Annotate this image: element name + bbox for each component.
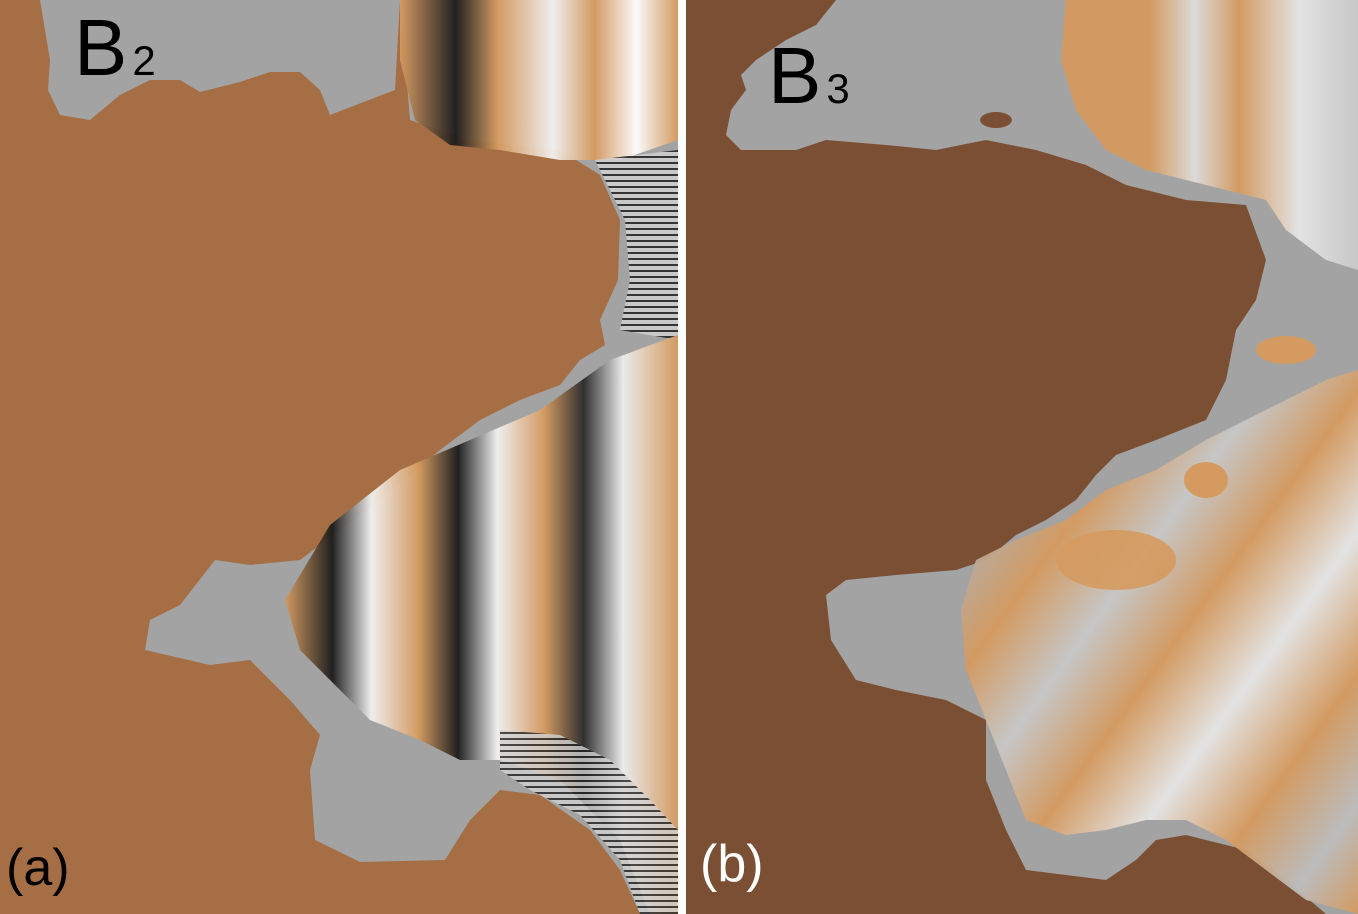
panel-b-tag: (b) bbox=[700, 835, 764, 893]
water-top-block bbox=[846, 0, 1066, 120]
land-patch-2 bbox=[1256, 336, 1316, 364]
map-b-canvas bbox=[686, 0, 1358, 914]
map-a-canvas bbox=[0, 0, 678, 914]
wave-field-lower-edge bbox=[500, 730, 678, 914]
wave-field-channel bbox=[595, 150, 678, 340]
water-top-left bbox=[40, 0, 400, 120]
wave-field-top bbox=[400, 0, 678, 160]
map-panel-b: B3 (b) bbox=[686, 0, 1358, 914]
land-patch-3 bbox=[1056, 530, 1176, 590]
panel-a-bathymetry-label: B2 bbox=[74, 8, 157, 88]
panel-a-tag: (a) bbox=[6, 839, 70, 897]
label-main: B bbox=[74, 3, 129, 92]
label-subscript: 3 bbox=[826, 65, 851, 112]
wave-field-bottom bbox=[961, 370, 1358, 914]
panel-b-bathymetry-label: B3 bbox=[768, 36, 851, 116]
map-panel-a: B2 (a) bbox=[0, 0, 678, 914]
land-patch bbox=[1184, 462, 1228, 498]
label-main: B bbox=[768, 31, 823, 120]
label-subscript: 2 bbox=[132, 37, 157, 84]
wave-field-top bbox=[1061, 0, 1358, 270]
island-land bbox=[980, 112, 1012, 128]
panel-separator bbox=[678, 0, 686, 914]
